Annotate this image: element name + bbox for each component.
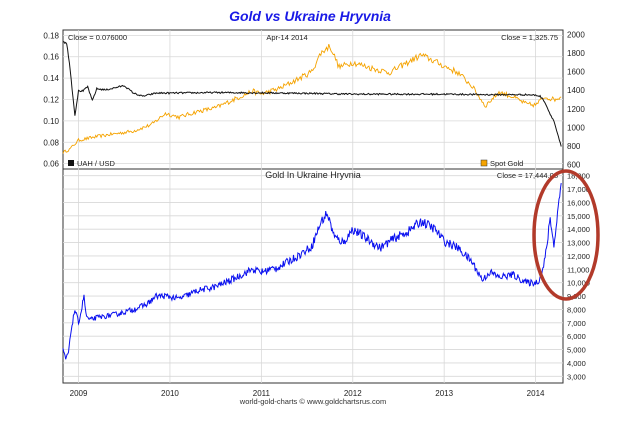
footer-credit: world-gold-charts © www.goldchartsrus.co…: [239, 397, 386, 406]
bottom-right-tick-label: 12,000: [567, 252, 590, 261]
top-left-tick-label: 0.10: [43, 117, 59, 126]
x-tick-label: 2012: [344, 389, 362, 398]
x-tick-label: 2011: [253, 389, 271, 398]
bottom-right-tick-label: 6,000: [567, 332, 586, 341]
legend-label-gold: Spot Gold: [490, 159, 523, 168]
bottom-panel-frame: [62, 168, 564, 384]
bottom-right-tick-label: 8,000: [567, 305, 586, 314]
top-left-tick-label: 0.16: [43, 53, 59, 62]
x-tick-label: 2010: [161, 389, 179, 398]
bottom-right-tick-label: 17,000: [567, 185, 590, 194]
series-layer: [62, 41, 562, 360]
grid-layer: [63, 30, 563, 383]
top-left-tick-label: 0.06: [43, 160, 59, 169]
top-right-tick-label: 2000: [567, 31, 585, 40]
top-right-tick-label: 1600: [567, 68, 585, 77]
bottom-right-tick-label: 14,000: [567, 225, 590, 234]
bottom-right-tick-label: 10,000: [567, 279, 590, 288]
bottom-right-tick-label: 7,000: [567, 319, 586, 328]
bottom-right-tick-label: 15,000: [567, 212, 590, 221]
bottom-panel-title: Gold In Ukraine Hryvnia: [265, 170, 361, 180]
top-right-tick-label: 600: [567, 160, 581, 169]
top-right-tick-label: 1000: [567, 123, 585, 132]
top-left-tick-label: 0.12: [43, 96, 59, 105]
chart-title: Gold vs Ukraine Hryvnia: [229, 8, 391, 24]
top-right-tick-label: 1400: [567, 86, 585, 95]
top-info-right: Close = 1,325.75: [501, 33, 558, 42]
top-left-tick-label: 0.18: [43, 31, 59, 40]
x-tick-label: 2014: [527, 389, 545, 398]
top-right-tick-label: 1800: [567, 49, 585, 58]
x-tick-label: 2009: [70, 389, 88, 398]
bottom-right-tick-label: 4,000: [567, 359, 586, 368]
axis-layer: 2009 2010 2011 2012 2013 2014 0.06 0.08 0.10 0.12…: [43, 31, 590, 398]
bottom-info-right: Close = 17,444.08: [497, 171, 558, 180]
top-right-tick-label: 1200: [567, 105, 585, 114]
legend-swatch-uah: [68, 160, 74, 166]
top-left-tick-label: 0.08: [43, 138, 59, 147]
bottom-right-tick-label: 3,000: [567, 372, 586, 381]
top-left-tick-label: 0.14: [43, 74, 59, 83]
top-right-tick-label: 800: [567, 142, 581, 151]
bottom-right-tick-label: 13,000: [567, 239, 590, 248]
highlight-ellipse: [532, 169, 600, 301]
bottom-right-tick-label: 11,000: [567, 265, 589, 274]
top-info-left: Close = 0.076000: [68, 33, 127, 42]
uah-usd-line: [62, 41, 562, 147]
x-tick-label: 2013: [435, 389, 453, 398]
bottom-right-tick-label: 5,000: [567, 346, 586, 355]
legend-swatch-gold: [480, 159, 488, 167]
legend-label-uah: UAH / USD: [77, 159, 116, 168]
top-info-center: Apr-14 2014: [266, 33, 307, 42]
gold-in-hryvnia-line: [62, 183, 562, 360]
bottom-right-tick-label: 16,000: [567, 198, 590, 207]
